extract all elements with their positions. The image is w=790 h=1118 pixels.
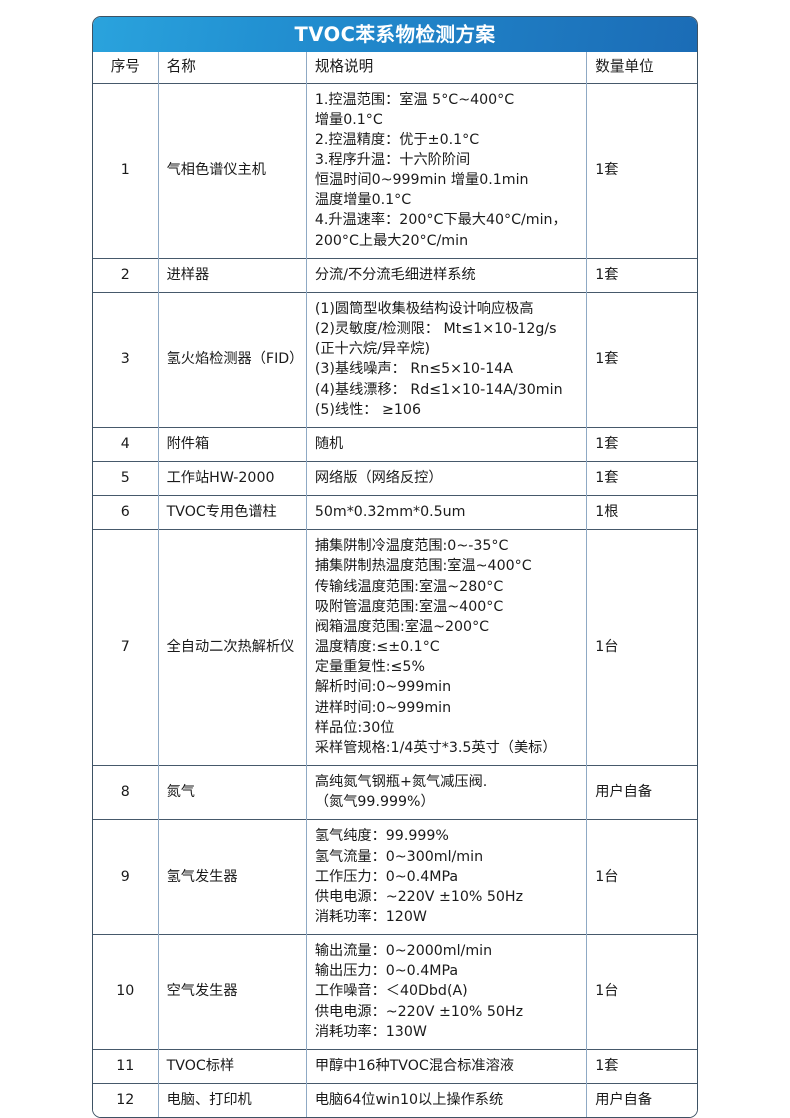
cell-spec: 捕集阱制冷温度范围:0~-35°C 捕集阱制热温度范围:室温~400°C 传输线… (306, 529, 588, 766)
cell-no: 12 (93, 1083, 159, 1118)
cell-qty: 1套 (586, 460, 697, 496)
column-header-name: 名称 (158, 52, 307, 83)
cell-name: 全自动二次热解析仪 (158, 529, 307, 766)
cell-qty: 1根 (586, 495, 697, 530)
table-row: 1 气相色谱仪主机 1.控温范围：室温 5°C~400°C 增量0.1°C 2.… (93, 82, 697, 259)
cell-name: 进样器 (158, 257, 307, 293)
cell-name: 气相色谱仪主机 (158, 82, 307, 259)
table-row: 6 TVOC专用色谱柱 50m*0.32mm*0.5um 1根 (93, 495, 697, 530)
cell-qty: 1套 (586, 426, 697, 462)
cell-no: 5 (93, 460, 159, 496)
cell-spec: 1.控温范围：室温 5°C~400°C 增量0.1°C 2.控温精度：优于±0.… (306, 82, 588, 259)
cell-no: 2 (93, 257, 159, 293)
table-row: 9 氢气发生器 氢气纯度：99.999% 氢气流量：0~300ml/min 工作… (93, 819, 697, 935)
cell-no: 10 (93, 934, 159, 1050)
cell-qty: 1台 (586, 819, 697, 935)
cell-spec: 网络版（网络反控） (306, 460, 588, 496)
cell-spec: 50m*0.32mm*0.5um (306, 495, 588, 530)
cell-qty: 1套 (586, 291, 697, 428)
table-row: 3 氢火焰检测器（FID） (1)圆筒型收集极结构设计响应极高 (2)灵敏度/检… (93, 291, 697, 428)
cell-spec: 甲醇中16种TVOC混合标准溶液 (306, 1048, 588, 1084)
table-row: 5 工作站HW-2000 网络版（网络反控） 1套 (93, 460, 697, 496)
cell-qty: 用户自备 (586, 765, 697, 820)
cell-qty: 1套 (586, 1048, 697, 1084)
cell-name: TVOC专用色谱柱 (158, 495, 307, 530)
cell-qty: 1台 (586, 934, 697, 1050)
cell-qty: 1套 (586, 257, 697, 293)
cell-no: 1 (93, 82, 159, 259)
cell-name: 工作站HW-2000 (158, 460, 307, 496)
column-header-no: 序号 (93, 52, 159, 83)
table-row: 12 电脑、打印机 电脑64位win10以上操作系统 用户自备 (93, 1083, 697, 1118)
table-header: 序号 名称 规格说明 数量单位 (93, 52, 697, 83)
cell-spec: 输出流量：0~2000ml/min 输出压力：0~0.4MPa 工作噪音：＜40… (306, 934, 588, 1050)
table-row: 4 附件箱 随机 1套 (93, 426, 697, 462)
cell-spec: 高纯氮气钢瓶+氮气减压阀. （氮气99.999%） (306, 765, 588, 820)
cell-name: 空气发生器 (158, 934, 307, 1050)
table-row: 8 氮气 高纯氮气钢瓶+氮气减压阀. （氮气99.999%） 用户自备 (93, 765, 697, 820)
cell-name: 氢火焰检测器（FID） (158, 291, 307, 428)
cell-qty: 1套 (586, 82, 697, 259)
cell-qty: 1台 (586, 529, 697, 766)
cell-qty: 用户自备 (586, 1083, 697, 1118)
specification-table: 序号 名称 规格说明 数量单位 1 气相色谱仪主机 1.控温范围：室温 5°C~… (93, 52, 697, 1118)
cell-no: 9 (93, 819, 159, 935)
spec-table-container: TVOC苯系物检测方案 序号 名称 规格说明 数量单位 1 气相色谱仪 (92, 16, 698, 1118)
cell-no: 6 (93, 495, 159, 530)
table-body: 1 气相色谱仪主机 1.控温范围：室温 5°C~400°C 增量0.1°C 2.… (93, 82, 697, 1118)
page-title: TVOC苯系物检测方案 (93, 17, 697, 52)
cell-name: 附件箱 (158, 426, 307, 462)
cell-no: 4 (93, 426, 159, 462)
cell-name: 电脑、打印机 (158, 1083, 307, 1118)
column-header-spec: 规格说明 (306, 52, 588, 83)
cell-no: 7 (93, 529, 159, 766)
table-row: 11 TVOC标样 甲醇中16种TVOC混合标准溶液 1套 (93, 1048, 697, 1084)
cell-name: 氮气 (158, 765, 307, 820)
cell-no: 8 (93, 765, 159, 820)
cell-name: 氢气发生器 (158, 819, 307, 935)
cell-spec: 随机 (306, 426, 588, 462)
column-header-qty: 数量单位 (586, 52, 697, 83)
table-row: 7 全自动二次热解析仪 捕集阱制冷温度范围:0~-35°C 捕集阱制热温度范围:… (93, 529, 697, 766)
table-row: 10 空气发生器 输出流量：0~2000ml/min 输出压力：0~0.4MPa… (93, 934, 697, 1050)
cell-spec: 电脑64位win10以上操作系统 (306, 1083, 588, 1118)
cell-name: TVOC标样 (158, 1048, 307, 1084)
table-row: 2 进样器 分流/不分流毛细进样系统 1套 (93, 257, 697, 293)
cell-no: 11 (93, 1048, 159, 1084)
cell-spec: (1)圆筒型收集极结构设计响应极高 (2)灵敏度/检测限： Mt≤1×10-12… (306, 291, 588, 428)
cell-spec: 氢气纯度：99.999% 氢气流量：0~300ml/min 工作压力：0~0.4… (306, 819, 588, 935)
cell-spec: 分流/不分流毛细进样系统 (306, 257, 588, 293)
table-header-row: 序号 名称 规格说明 数量单位 (93, 52, 697, 83)
cell-no: 3 (93, 291, 159, 428)
